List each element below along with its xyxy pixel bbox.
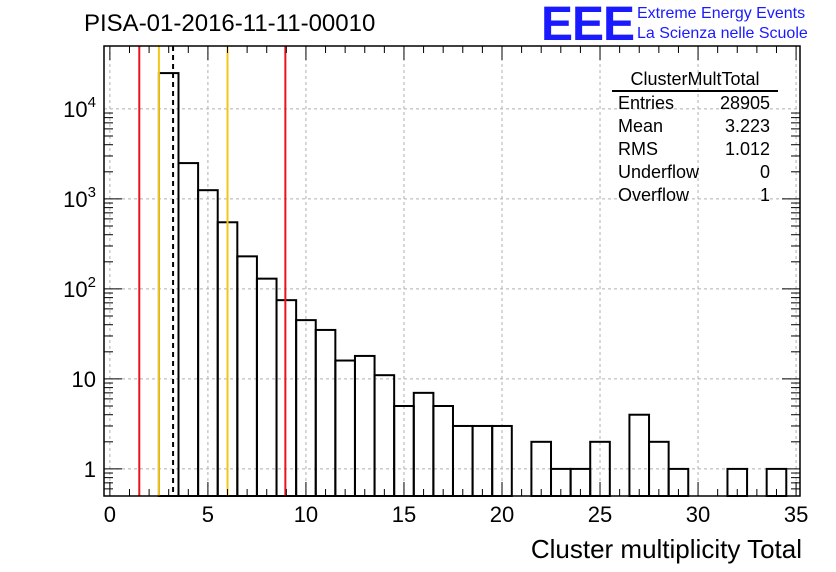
stats-label: Mean xyxy=(618,116,664,136)
x-tick-label: 15 xyxy=(392,502,416,527)
plot-frame xyxy=(103,45,801,497)
stats-row-mean: Mean 3.223 xyxy=(612,115,778,138)
histogram-bin xyxy=(373,374,396,497)
histogram-bin xyxy=(471,424,494,498)
stats-row-entries: Entries 28905 xyxy=(612,92,778,115)
histogram-bin xyxy=(177,162,200,497)
histogram-bin xyxy=(236,255,258,498)
stats-label: RMS xyxy=(618,139,658,159)
x-tick-label: 25 xyxy=(588,502,612,527)
stats-value: 3.223 xyxy=(724,116,770,136)
histogram-bin xyxy=(628,413,651,497)
eee-logo: EEE xyxy=(541,0,635,51)
x-tick-label: 20 xyxy=(490,502,514,527)
y-tick-label: 103 xyxy=(63,184,96,212)
histogram-bin xyxy=(334,359,356,497)
stats-value: 28905 xyxy=(719,93,770,113)
stats-value: 1 xyxy=(759,185,770,205)
histogram-bin xyxy=(255,277,278,497)
histogram-bin xyxy=(314,328,337,497)
x-tick-label: 30 xyxy=(686,502,710,527)
x-axis-label: Cluster multiplicity Total xyxy=(530,534,802,564)
histogram-bin xyxy=(353,354,376,497)
x-tick-label: 5 xyxy=(202,502,214,527)
stats-label: Overflow xyxy=(618,185,690,205)
logo-line1: Extreme Energy Events xyxy=(637,5,806,22)
y-tick-label: 1 xyxy=(84,457,96,482)
stats-value: 1.012 xyxy=(724,139,770,159)
y-tick-label: 10 xyxy=(72,367,96,392)
x-tick-label: 0 xyxy=(104,502,116,527)
stats-row-underflow: Underflow 0 xyxy=(612,161,778,184)
stats-row-rms: RMS 1.012 xyxy=(612,138,778,161)
stats-title: ClusterMultTotal xyxy=(612,68,778,92)
stats-label: Entries xyxy=(618,93,675,113)
stats-row-overflow: Overflow 1 xyxy=(612,184,778,207)
histogram-bin xyxy=(432,405,454,497)
x-tick-label: 35 xyxy=(784,502,808,527)
stats-value: 0 xyxy=(759,162,770,182)
histogram-bin xyxy=(451,424,474,498)
logo-line2: La Scienza nelle Scuole xyxy=(637,25,808,42)
histogram-bin xyxy=(412,391,435,497)
x-tick-label: 10 xyxy=(294,502,318,527)
y-tick-label: 104 xyxy=(63,94,96,122)
run-title: PISA-01-2016-11-11-00010 xyxy=(84,10,376,37)
histogram-bin xyxy=(157,72,180,497)
stats-label: Underflow xyxy=(618,162,700,182)
y-tick-label: 102 xyxy=(63,274,96,302)
stats-box: ClusterMultTotal Entries 28905 Mean 3.22… xyxy=(612,68,778,207)
